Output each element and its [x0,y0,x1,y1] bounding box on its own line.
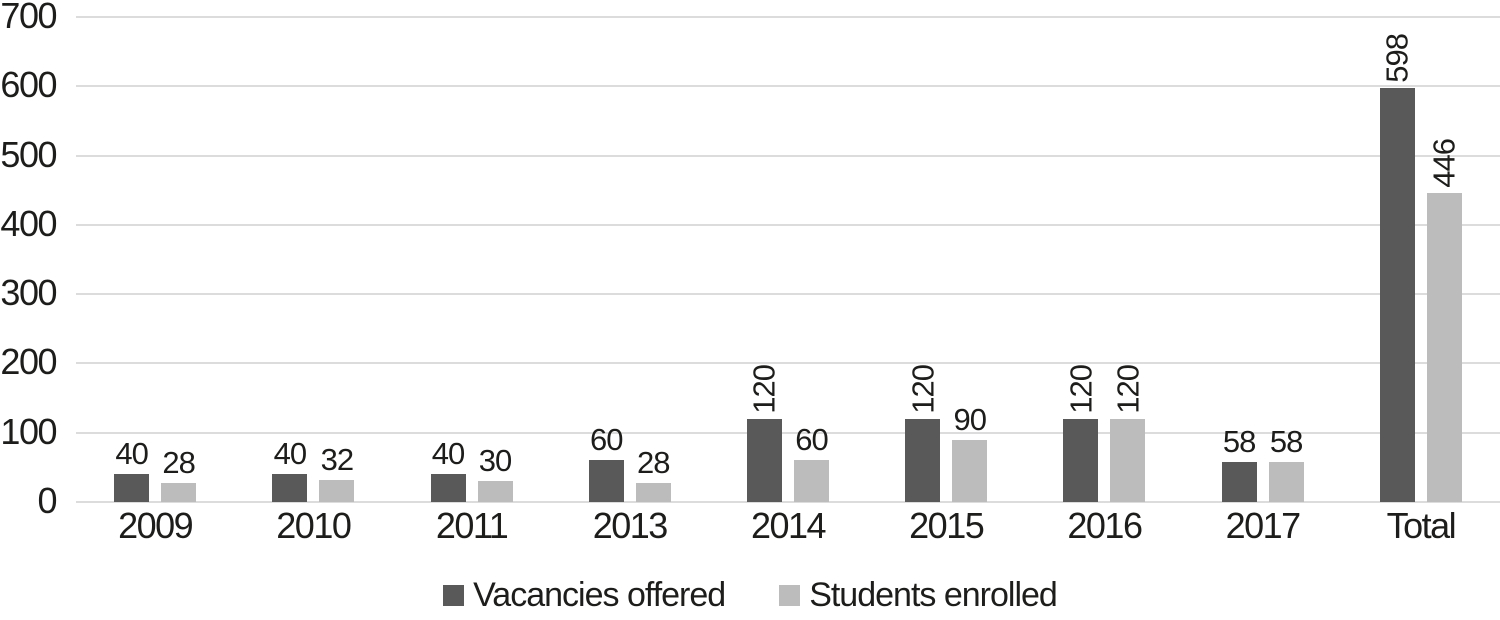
category-slot-2010: 40 32 [234,17,392,502]
x-category-label-2011: 2011 [435,505,509,546]
x-category-label-2016: 2016 [1067,505,1143,546]
bar-vacancies-offered-2013 [588,460,624,502]
category-slot-2011: 40 30 [392,17,550,502]
bar-value-label: 446 [1426,139,1462,188]
bar-slots: 40 28 40 32 40 30 60 28 120 60 120 90 120 120 58 58 598 4… [76,17,1500,502]
bar-value-label: 32 [320,441,354,477]
y-tick-label-100: 100 [0,410,57,452]
bar-students-enrolled-2013 [635,482,671,502]
bar-vacancies-offered-2014 [746,418,782,502]
category-slot-2013: 60 28 [551,17,709,502]
bar-vacancies-offered-2016 [1063,418,1099,502]
category-slot-2014: 120 60 [709,17,867,502]
bar-value-label: 90 [953,401,986,437]
x-category-label-2013: 2013 [592,505,669,546]
y-tick-label-0: 0 [37,480,57,521]
bar-vacancies-offered-2010 [272,474,308,502]
bar-value-label: 60 [795,422,828,458]
bar-value-label: 598 [1379,33,1415,83]
bar-value-label: 30 [478,443,512,479]
bar-vacancies-offered-2017 [1221,461,1257,502]
bar-students-enrolled-2014 [793,460,829,502]
y-tick-label-600: 600 [0,64,57,106]
bar-value-label: 28 [162,444,195,480]
bar-students-enrolled-2009 [161,482,197,502]
bar-value-label: 40 [115,436,148,472]
bar-vacancies-offered-2011 [430,474,466,502]
gridline-0 [76,501,1500,503]
legend-swatch-students [779,584,801,606]
bar-value-label: 58 [1222,423,1256,459]
legend-item-students: Students enrolled [779,576,1058,614]
y-tick-label-400: 400 [0,202,57,244]
bar-vacancies-offered-2009 [114,474,150,502]
gridline-700 [76,16,1500,18]
bar-value-label: 60 [590,422,623,458]
category-slot-2009: 40 28 [76,17,234,502]
x-category-label-2010: 2010 [276,505,352,546]
category-slot-2015: 120 90 [867,17,1025,502]
y-axis: 0 100 200 300 400 500 600 700 [0,0,60,620]
x-axis: 2009 2010 2011 2013 2014 2015 2016 2017 Total [76,507,1500,545]
x-category-label-2014: 2014 [750,505,827,546]
legend: Vacancies offered Students enrolled [0,577,1500,613]
y-tick-label-200: 200 [0,341,57,383]
x-category-label-2015: 2015 [909,505,985,546]
category-slot-Total: 598 446 [1342,17,1500,502]
x-category-label-2009: 2009 [118,505,194,546]
bar-students-enrolled-2016 [1110,418,1146,502]
bar-value-label: 28 [637,444,670,480]
bar-value-label: 40 [273,436,307,472]
legend-label-students: Students enrolled [809,576,1058,614]
gridline-400 [76,223,1500,226]
x-category-label-2017: 2017 [1225,505,1302,546]
gridline-200 [76,362,1500,365]
bar-students-enrolled-2010 [319,479,355,502]
category-slot-2017: 58 58 [1184,17,1342,502]
bar-value-label: 58 [1269,423,1303,459]
plot-area: 40 28 40 32 40 30 60 28 120 60 120 90 120 120 58 58 598 4… [76,16,1500,503]
bar-value-label: 120 [905,365,941,414]
gridline-600 [76,85,1500,88]
y-tick-label-700: 700 [0,0,57,36]
bar-value-label: 120 [1110,365,1146,414]
bar-students-enrolled-2017 [1268,461,1304,502]
bar-value-label: 120 [746,365,782,414]
gridline-300 [76,293,1500,296]
category-slot-2016: 120 120 [1025,17,1183,502]
legend-label-vacancies: Vacancies offered [473,576,726,614]
y-tick-label-500: 500 [0,133,57,175]
bar-value-label: 120 [1063,365,1099,414]
bar-students-enrolled-2015 [952,439,988,502]
gridline-100 [76,431,1500,434]
gridline-500 [76,154,1500,157]
bar-students-enrolled-Total [1426,193,1462,502]
y-tick-label-300: 300 [0,272,57,314]
bar-students-enrolled-2011 [477,481,513,502]
bar-vacancies-offered-Total [1379,87,1415,502]
x-category-label-Total: Total [1386,505,1457,546]
legend-swatch-vacancies [443,584,465,606]
legend-item-vacancies: Vacancies offered [443,576,726,614]
bar-value-label: 40 [431,436,465,472]
bar-vacancies-offered-2015 [905,418,941,502]
